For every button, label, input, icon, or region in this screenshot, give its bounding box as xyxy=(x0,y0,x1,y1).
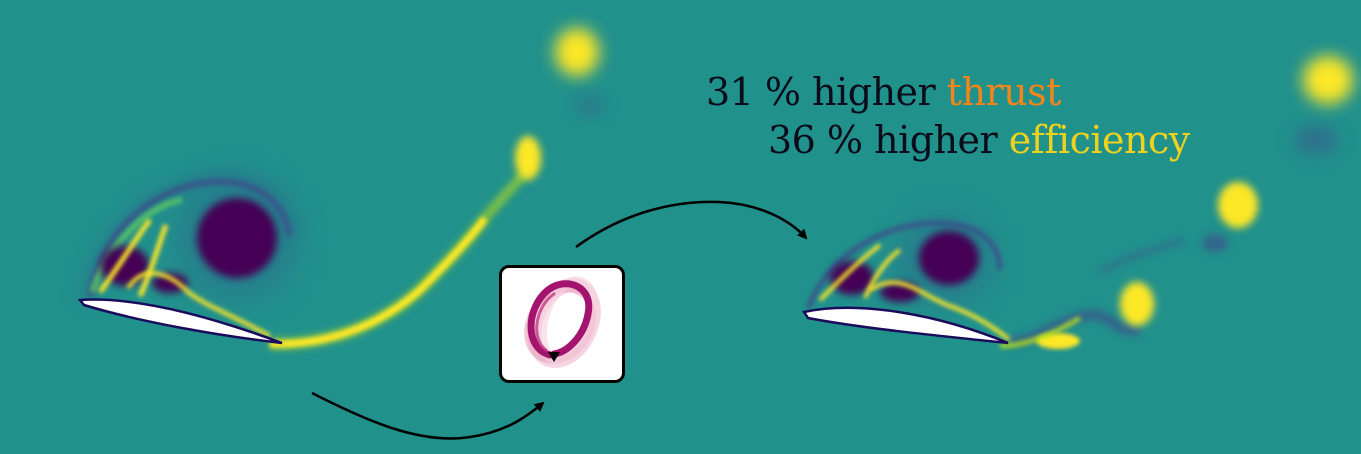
efficiency-word: efficiency xyxy=(1008,118,1190,162)
dark-vortex xyxy=(919,231,979,285)
baseline-airfoil xyxy=(77,298,283,345)
efficiency-prefix: 36 % higher xyxy=(768,118,998,162)
thrust-improvement-text: 31 % higher thrust xyxy=(706,73,1061,111)
optimized-airfoil xyxy=(801,306,1009,345)
dark-vortex xyxy=(197,198,277,278)
optimized-wake xyxy=(801,56,1353,349)
curved-arrow-icon xyxy=(575,200,808,249)
curved-arrow-icon xyxy=(311,391,545,440)
optimization-loop-icon xyxy=(524,276,601,369)
thrust-prefix: 31 % higher xyxy=(706,70,936,114)
optimizer-box xyxy=(499,265,625,383)
efficiency-improvement-text: 36 % higher efficiency xyxy=(768,121,1190,159)
baseline-wake xyxy=(77,28,604,350)
thrust-word: thrust xyxy=(946,70,1062,114)
